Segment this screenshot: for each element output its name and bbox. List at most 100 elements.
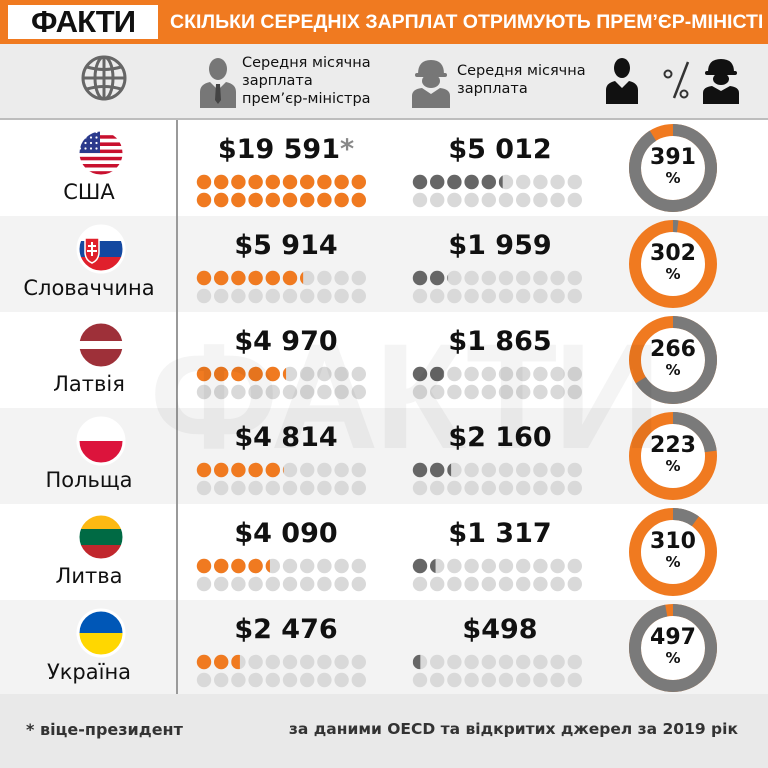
ratio-ring <box>629 220 717 308</box>
filled-dot <box>282 270 298 286</box>
filled-dot <box>412 366 428 382</box>
dot <box>300 654 315 670</box>
dot <box>533 654 548 670</box>
filled-dot <box>430 462 445 478</box>
avg-dots-group <box>412 270 592 311</box>
dot <box>533 576 548 592</box>
dot <box>300 462 315 478</box>
dot <box>265 288 280 304</box>
filled-dot <box>265 462 280 478</box>
ratio-unit: % <box>665 457 681 475</box>
dot <box>567 480 582 496</box>
avg-salary-value: $2 160 <box>448 422 552 453</box>
ratio-value: 391 <box>650 145 696 170</box>
dot <box>550 270 565 286</box>
dot <box>282 480 298 496</box>
dot <box>334 576 349 592</box>
dot <box>300 288 315 304</box>
avg-dots-group <box>412 174 592 215</box>
filled-dot <box>412 174 428 190</box>
dot <box>412 288 428 304</box>
footnote-marker: * <box>340 134 355 165</box>
filled-dot <box>430 270 445 286</box>
filled-dot <box>214 366 229 382</box>
pm-salary-dots <box>196 558 366 592</box>
filled-dot <box>196 366 212 382</box>
dot <box>550 174 565 190</box>
dot <box>481 654 496 670</box>
dot <box>447 288 462 304</box>
dot <box>334 654 349 670</box>
dot <box>533 558 548 574</box>
dot <box>533 366 548 382</box>
pm-salary-header: Середня місячна зарплата прем’єр-міністр… <box>242 55 371 107</box>
dot <box>550 576 565 592</box>
dot <box>282 558 298 574</box>
filled-dot <box>447 174 462 190</box>
dot <box>412 480 428 496</box>
dot <box>282 654 298 670</box>
ratio-ring-group <box>627 506 719 603</box>
dot <box>533 480 548 496</box>
dot <box>550 366 565 382</box>
flag-us-icon <box>76 128 126 183</box>
dot <box>248 576 263 592</box>
dot <box>334 270 349 286</box>
flag-ua-icon <box>76 608 126 663</box>
pm-salary-value: $2 476 <box>196 614 376 645</box>
pm-dots-group <box>196 174 376 215</box>
ratio-label: 391% <box>637 145 709 187</box>
dot <box>231 480 246 496</box>
globe-icon <box>81 55 127 101</box>
dot <box>516 654 531 670</box>
dot <box>567 384 582 400</box>
pm-salary-dots <box>196 462 366 496</box>
country-name: Польща <box>45 468 133 492</box>
pm-salary-value: $4 090 <box>196 518 376 549</box>
dot <box>412 576 428 592</box>
dot <box>214 288 229 304</box>
pm-salary-amount: $4 970 <box>234 326 338 357</box>
filled-dot <box>412 558 428 574</box>
ratio-value: 266 <box>650 337 696 362</box>
dot <box>533 462 548 478</box>
filled-dot <box>300 192 315 208</box>
filled-dot <box>317 174 332 190</box>
dot <box>300 384 315 400</box>
dot <box>412 192 428 208</box>
dot <box>248 672 263 688</box>
dot <box>300 480 315 496</box>
ratio-value: 302 <box>650 241 696 266</box>
dot <box>464 288 479 304</box>
filled-dot <box>231 558 246 574</box>
dot <box>447 480 462 496</box>
ratio-ring <box>629 316 717 404</box>
dot <box>498 192 514 208</box>
dot <box>334 288 349 304</box>
dot <box>282 462 298 478</box>
table-row: Україна $2 476 $498 497% <box>0 600 768 696</box>
top-bar: ФАКТИ СКІЛЬКИ СЕРЕДНІХ ЗАРПЛАТ ОТРИМУЮТЬ… <box>0 0 768 44</box>
footer: * віце-президент за даними OECD та відкр… <box>0 694 768 768</box>
dot <box>334 384 349 400</box>
ring-remainder-arc <box>629 316 717 404</box>
ring-remainder-arc <box>629 508 717 596</box>
dot <box>498 288 514 304</box>
dot <box>567 654 582 670</box>
ring-remainder-arc <box>629 604 717 692</box>
dot <box>265 384 280 400</box>
pm-dots-group <box>196 654 376 695</box>
dot <box>550 654 565 670</box>
filled-dot <box>351 174 366 190</box>
country-name: Словаччина <box>23 276 155 300</box>
avg-salary-dots <box>412 558 582 592</box>
ratio-value: 223 <box>650 433 696 458</box>
filled-dot <box>317 192 332 208</box>
dot <box>300 270 315 286</box>
dot <box>481 288 496 304</box>
filled-dot <box>196 270 212 286</box>
filled-dot <box>231 366 246 382</box>
avg-salary-dots <box>412 654 582 688</box>
dot <box>498 366 514 382</box>
dot <box>533 192 548 208</box>
